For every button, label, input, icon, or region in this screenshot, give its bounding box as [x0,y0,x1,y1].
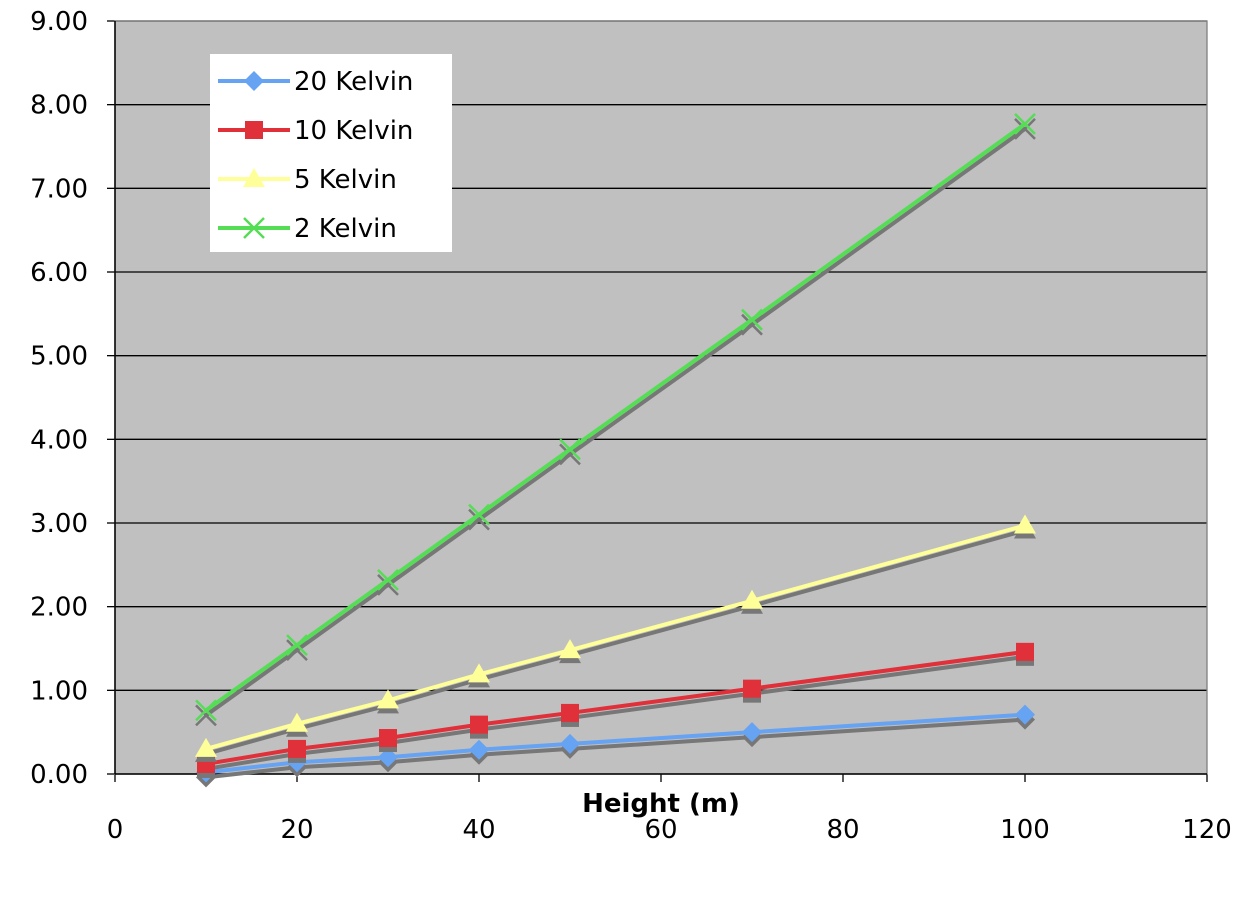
series-2-kelvin [195,113,1036,727]
marker-stroke [741,308,763,331]
data-point-5-kelvin [1014,514,1036,534]
series-group [195,113,1036,788]
marker-stroke [286,639,308,662]
x-tick-label: 0 [107,815,124,845]
legend-label-5-kelvin: 5 Kelvin [294,165,397,195]
marker-stroke [195,704,217,727]
marker-shadow [468,508,490,531]
data-point-20-kelvin [469,739,489,760]
y-tick-label: 4.00 [30,425,88,455]
marker-shadow [377,574,399,596]
data-point-5-kelvin [468,663,490,683]
data-point-5-kelvin [286,712,308,732]
marker-shadow [559,443,581,466]
data-point-20-kelvin [742,722,762,743]
y-tick-label: 8.00 [30,91,88,121]
data-point-10-kelvin [1016,642,1034,661]
data-point-10-kelvin [743,679,761,698]
data-point-10-kelvin [470,715,488,734]
marker-shadow [741,313,763,336]
marker-stroke [1014,118,1036,140]
marker-stroke [377,574,399,596]
marker-stroke [468,508,490,531]
marker-stroke [1014,113,1036,135]
marker-stroke [195,699,217,722]
data-point-2-kelvin [286,634,308,657]
marker-stroke [741,313,763,336]
legend-marker-5-kelvin [243,168,265,187]
x-tick-label: 40 [462,815,495,845]
marker-shadow [195,704,217,727]
x-tick-label: 60 [644,815,677,845]
data-point-5-kelvin [741,589,763,609]
marker-shadow [286,639,308,662]
y-tick-label: 9.00 [30,7,88,37]
y-tick-label: 2.00 [30,593,88,623]
data-point-10-kelvin [561,703,579,722]
marker-stroke [286,634,308,657]
axes: 0.00 1.00 2.00 3.00 4.00 5.00 6.00 7.00 8.00 9.00… [30,7,1232,845]
data-point-2-kelvin [195,699,217,722]
legend: 20 Kelvin 10 Kelvin 5 Kelvin 2 Kelvin [210,54,452,252]
y-tick-label: 0.00 [30,760,88,790]
marker-stroke [377,569,399,591]
y-tick-label: 7.00 [30,174,88,204]
data-point-10-kelvin [379,729,397,748]
y-tick-label: 1.00 [30,676,88,706]
legend-marker-10-kelvin [245,121,263,139]
marker-stroke [559,438,581,461]
legend-label-20-kelvin: 20 Kelvin [294,67,413,97]
x-tick-label: 100 [1000,815,1050,845]
data-point-5-kelvin [559,639,581,659]
marker-stroke [468,503,490,526]
series-10-kelvin [197,642,1034,778]
data-point-5-kelvin [377,689,399,709]
y-tick-label: 6.00 [30,258,88,288]
data-point-2-kelvin [559,438,581,461]
series-5-kelvin [195,514,1036,762]
data-point-2-kelvin [741,308,763,331]
data-point-5-kelvin [195,737,217,757]
legend-marker-2-kelvin [243,217,265,239]
x-axis-title: Height (m) [582,789,740,819]
legend-marker-20-kelvin [244,71,264,91]
x-tick-label: 20 [280,815,313,845]
y-tick-label: 5.00 [30,342,88,372]
marker-shadow [1014,118,1036,140]
data-point-20-kelvin [560,733,580,754]
data-point-2-kelvin [468,503,490,526]
data-point-20-kelvin [378,747,398,768]
marker-stroke [243,217,265,239]
data-point-10-kelvin [288,739,306,758]
y-tick-label: 3.00 [30,509,88,539]
legend-label-2-kelvin: 2 Kelvin [294,214,397,244]
x-tick-label: 120 [1182,815,1232,845]
data-point-20-kelvin [1015,704,1035,725]
data-point-2-kelvin [377,569,399,591]
legend-label-10-kelvin: 10 Kelvin [294,116,413,146]
marker-stroke [559,443,581,466]
data-point-2-kelvin [1014,113,1036,135]
x-tick-label: 80 [826,815,859,845]
